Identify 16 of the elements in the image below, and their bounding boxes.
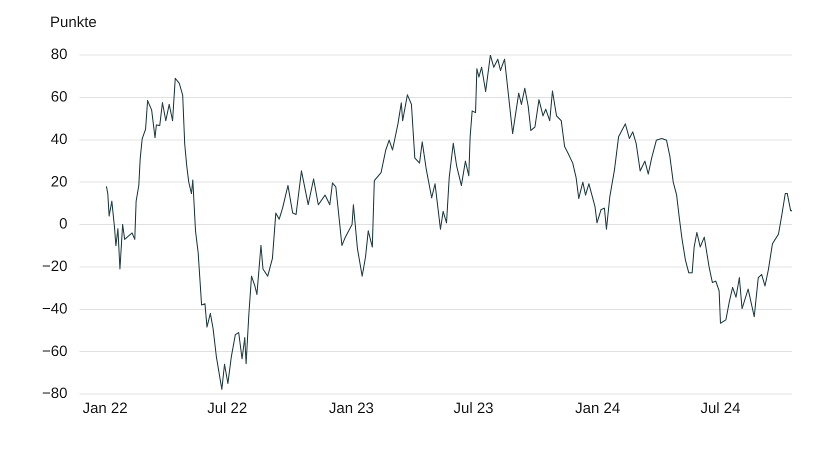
y-tick-label: −40 xyxy=(42,300,68,318)
y-tick-label: 20 xyxy=(50,173,68,190)
x-tick-label: Jan 23 xyxy=(328,400,374,418)
y-axis-title: Punkte xyxy=(50,14,98,33)
y-tick-label: 80 xyxy=(50,46,68,64)
y-tick-label: −80 xyxy=(42,385,68,402)
x-tick-label: Jan 24 xyxy=(575,400,620,418)
y-tick-label: −60 xyxy=(42,342,68,360)
x-tick-label: Jul 24 xyxy=(700,400,740,418)
y-tick-label: −20 xyxy=(42,258,68,276)
x-tick-label: Jan 22 xyxy=(82,400,128,418)
y-tick-label: 60 xyxy=(50,88,68,106)
y-tick-label: 0 xyxy=(59,216,68,233)
y-tick-label: 40 xyxy=(50,130,68,148)
x-tick-label: Jul 22 xyxy=(207,400,248,418)
x-tick-label: Jul 23 xyxy=(453,400,494,418)
